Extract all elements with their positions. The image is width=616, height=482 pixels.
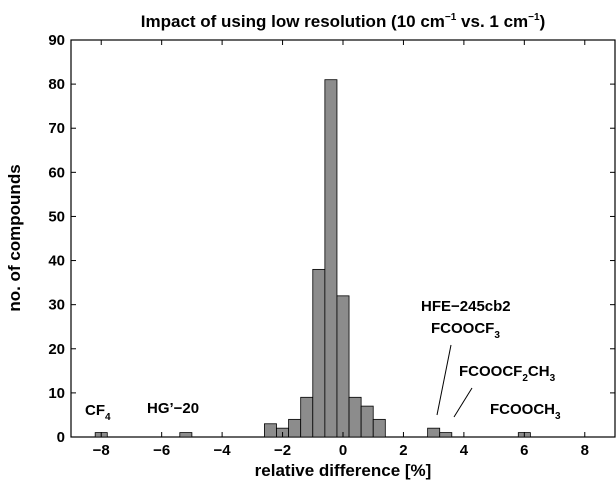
bar-12: [427, 427, 441, 438]
x-tick-label-1: −6: [153, 442, 170, 459]
x-tick-label-2: −4: [214, 442, 232, 459]
y-tick-label-8: 80: [48, 76, 65, 93]
bar-7: [324, 79, 338, 438]
x-tick-label-8: 8: [581, 442, 589, 459]
y-tick-label-3: 30: [48, 297, 65, 314]
y-tick-label-2: 20: [48, 341, 65, 358]
annotation-hfe245cb2: HFE−245cb2: [421, 298, 511, 315]
bar-5: [300, 396, 314, 438]
ticks-group: [71, 39, 615, 438]
x-tick-label-6: 4: [460, 442, 469, 459]
bar-6: [312, 268, 326, 438]
annotation-fcoocf3: FCOOCF3: [431, 320, 500, 341]
bar-10: [360, 405, 374, 438]
bar-9: [348, 396, 362, 438]
y-tick-label-0: 0: [57, 429, 65, 446]
annotation-hg20: HG’−20: [147, 400, 199, 417]
x-tick-label-7: 6: [520, 442, 528, 459]
y-tick-label-9: 90: [48, 32, 65, 49]
bar-1: [179, 432, 193, 438]
x-tick-label-3: −2: [274, 442, 291, 459]
y-tick-label-1: 10: [48, 385, 65, 402]
bar-2: [264, 423, 277, 438]
bar-4: [288, 418, 302, 438]
y-tick-label-6: 60: [48, 164, 65, 181]
x-tick-labels: −8 −6 −4 −2 0 2 4 6 8: [93, 442, 589, 459]
annotation-fcooch3: FCOOCH3: [490, 401, 561, 422]
x-tick-label-0: −8: [93, 442, 110, 459]
y-tick-label-5: 50: [48, 208, 65, 225]
bars-group: [94, 79, 531, 438]
annotation-fcoocf2ch3: FCOOCF2CH3: [459, 363, 556, 384]
y-tick-label-7: 70: [48, 120, 65, 137]
y-axis-label: no. of compounds: [5, 164, 24, 311]
x-tick-label-4: 0: [339, 442, 347, 459]
chart-title: Impact of using low resolution (10 cm−1 …: [141, 12, 545, 31]
bar-13: [439, 432, 453, 438]
bar-11: [372, 418, 386, 438]
bar-8: [336, 295, 350, 438]
y-tick-labels: 0 10 20 30 40 50 60 70 80 90: [48, 32, 65, 446]
x-axis-label: relative difference [%]: [255, 461, 432, 480]
x-tick-label-5: 2: [399, 442, 407, 459]
y-tick-label-4: 40: [48, 253, 65, 270]
pointer-line-hfe: [436, 344, 452, 416]
annotation-cf4: CF4: [85, 402, 111, 423]
pointer-line-fcoocf2ch3: [453, 387, 473, 418]
